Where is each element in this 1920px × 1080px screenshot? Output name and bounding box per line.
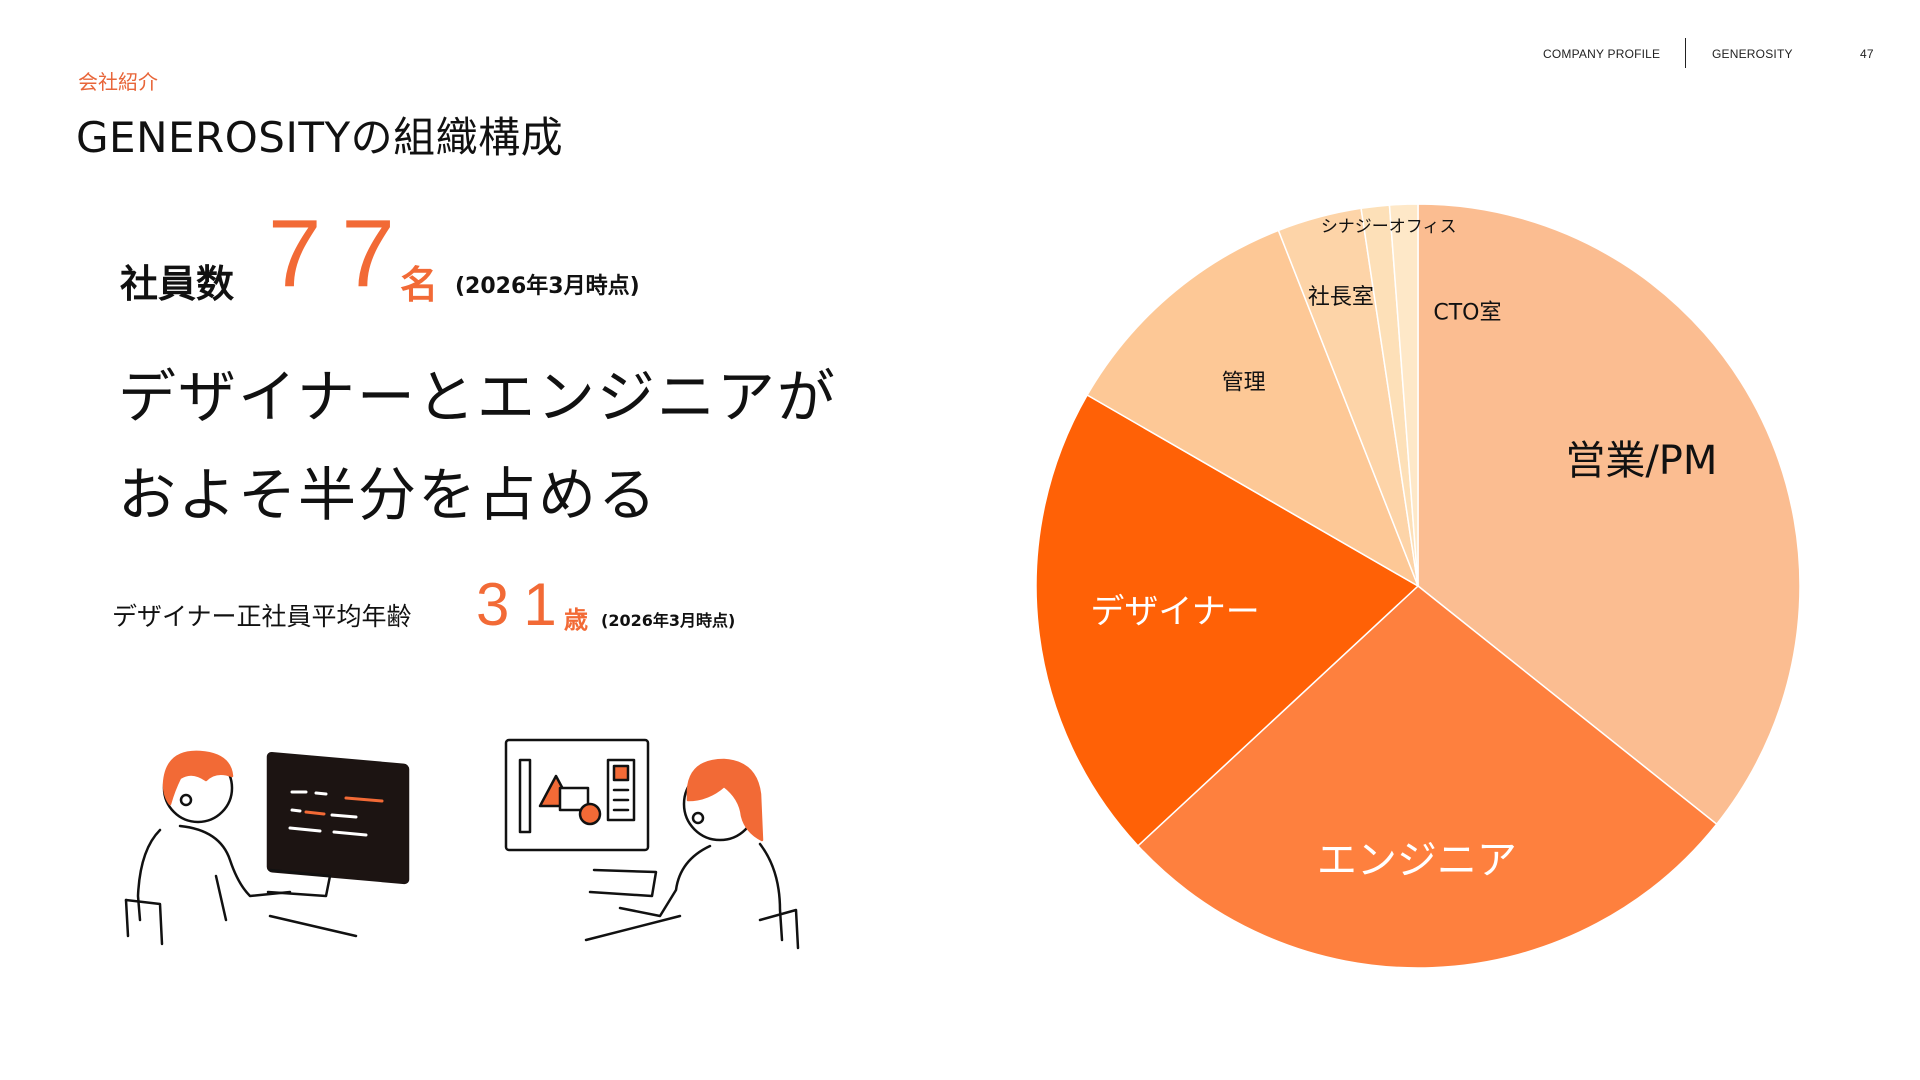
pie-label-6: CTO室	[1433, 301, 1501, 326]
headline-line-1: デザイナーとエンジニアが	[118, 363, 837, 431]
header-brand: GENEROSITY	[1712, 47, 1793, 61]
team-illustration	[124, 738, 800, 950]
pie-slice-2	[1035, 393, 1420, 847]
person-at-design-monitor-icon	[504, 738, 800, 950]
designer-age-number: 31	[476, 571, 571, 638]
pie-slice-0	[1417, 203, 1801, 826]
staff-count-number: 77	[268, 200, 415, 307]
pie-label-4: 社長室	[1308, 285, 1374, 310]
pie-slice-6	[1388, 203, 1419, 587]
staff-count-unit: 名	[400, 263, 439, 307]
pie-label-5: シナジーオフィス	[1321, 217, 1457, 237]
section-label: 会社紹介	[78, 70, 158, 94]
designer-age-note: (2026年3月時点)	[601, 611, 736, 630]
staff-count-note: (2026年3月時点)	[455, 274, 640, 299]
pie-slice-3	[1086, 229, 1420, 588]
pie-label-2: デザイナー	[1090, 592, 1259, 632]
pie-label-1: エンジニア	[1317, 838, 1517, 884]
header-divider	[1685, 38, 1686, 68]
organization-pie-chart: 営業/PM エンジニア デザイナー 管理 社長室 シナジーオフィス CTO室	[1035, 203, 1801, 969]
pie-label-3: 管理	[1222, 370, 1266, 395]
designer-age-label: デザイナー正社員平均年齢	[112, 602, 412, 631]
pie-slice-1	[1136, 585, 1718, 969]
headline-line-2: およそ半分を占める	[118, 461, 659, 529]
header-company-profile: COMPANY PROFILE	[1543, 47, 1661, 61]
pie-label-0: 営業/PM	[1565, 438, 1717, 484]
staff-count-label: 社員数	[120, 262, 235, 306]
page-title: GENEROSITYの組織構成	[76, 113, 564, 162]
page-number: 47	[1860, 47, 1874, 61]
person-at-code-monitor-icon	[124, 750, 410, 946]
designer-age-unit: 歳	[564, 606, 588, 634]
